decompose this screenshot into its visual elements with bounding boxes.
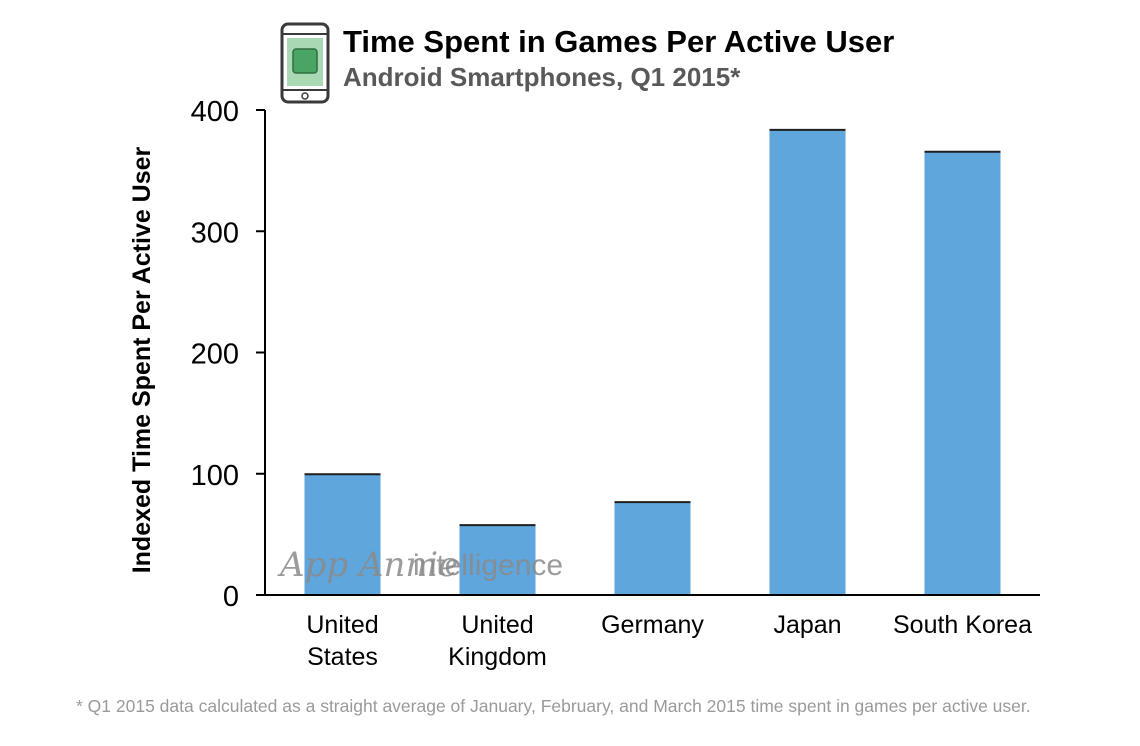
footnote: * Q1 2015 data calculated as a straight … bbox=[76, 696, 1031, 716]
y-tick-label-0: 0 bbox=[223, 581, 239, 613]
chart-subtitle: Android Smartphones, Q1 2015* bbox=[343, 62, 741, 92]
watermark-product: intelligence bbox=[413, 549, 563, 582]
bars-group bbox=[304, 128, 1001, 595]
watermark-brand: App Annie bbox=[277, 545, 458, 585]
bar-4 bbox=[924, 151, 1001, 595]
x-tick-label-2: Germany bbox=[601, 611, 704, 639]
bar-0 bbox=[304, 473, 381, 595]
bar-1 bbox=[459, 524, 536, 595]
y-axis-ticks: 0 100 200 300 400 bbox=[191, 96, 265, 613]
y-tick-label-3: 300 bbox=[191, 217, 239, 249]
chart-title: Time Spent in Games Per Active User bbox=[343, 24, 895, 59]
y-axis-label: Indexed Time Spent Per Active User bbox=[128, 146, 156, 573]
x-tick-label-3: Japan bbox=[773, 611, 841, 639]
bar-chart: 0 100 200 300 400 United States United Kingdom G… bbox=[128, 96, 1040, 671]
y-tick-label-2: 200 bbox=[191, 339, 239, 371]
bar-3 bbox=[769, 129, 846, 595]
y-tick-label-1: 100 bbox=[191, 460, 239, 492]
bar-2 bbox=[614, 501, 691, 595]
y-tick-label-4: 400 bbox=[191, 96, 239, 128]
x-tick-label-4: South Korea bbox=[893, 611, 1032, 639]
x-tick-label-0: United States bbox=[306, 611, 378, 671]
app-annie-watermark: App Annie intelligence bbox=[277, 545, 563, 585]
smartphone-icon bbox=[280, 22, 330, 104]
x-axis-labels: United States United Kingdom Germany Japan Sou… bbox=[306, 611, 1032, 671]
x-tick-label-1: United Kingdom bbox=[448, 611, 547, 671]
